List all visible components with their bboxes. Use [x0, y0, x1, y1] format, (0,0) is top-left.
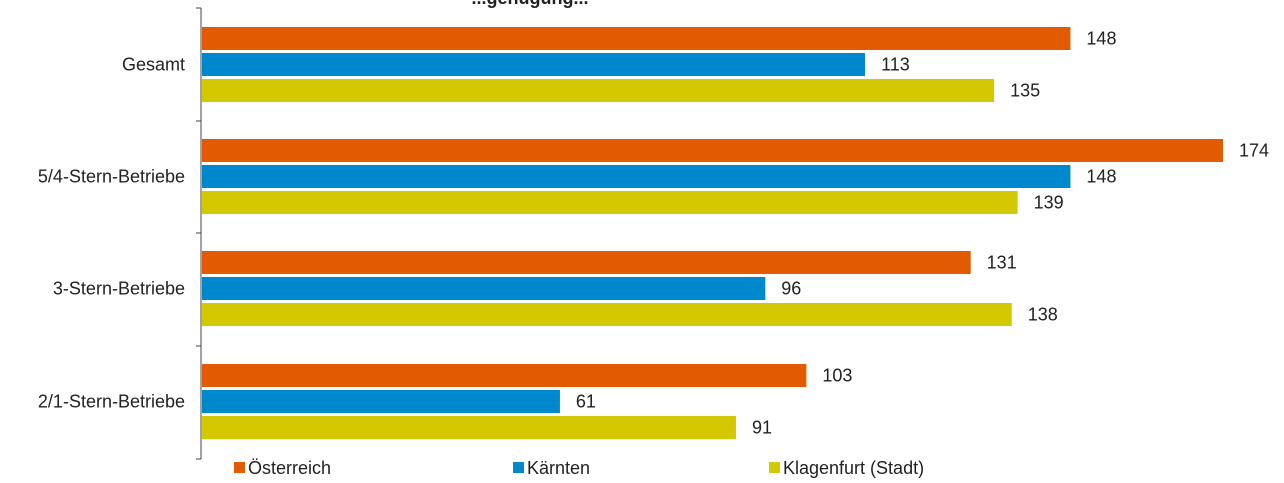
value-labels: 148 113 135 174 148 139 131 96 138 103 61 91: [576, 29, 1269, 438]
legend-swatch: [769, 462, 780, 473]
value-label: 96: [781, 279, 801, 299]
legend-swatch: [513, 462, 524, 473]
value-label: 138: [1028, 305, 1058, 325]
legend-label: Klagenfurt (Stadt): [783, 458, 924, 478]
value-label: 91: [752, 418, 772, 438]
bar: [202, 139, 1223, 162]
legend-label: Österreich: [248, 458, 331, 478]
bars: [202, 27, 1223, 439]
value-label: 148: [1086, 29, 1116, 49]
value-label: 148: [1086, 167, 1116, 187]
category-label: 2/1-Stern-Betriebe: [38, 392, 185, 412]
bar: [202, 277, 766, 300]
bar: [202, 416, 736, 439]
legend-label: Kärnten: [527, 458, 590, 478]
bar: [202, 191, 1018, 214]
value-label: 61: [576, 392, 596, 412]
category-label: Gesamt: [122, 55, 185, 75]
value-label: 131: [987, 253, 1017, 273]
chart-title: ...genügung...: [472, 0, 589, 8]
bar: [202, 27, 1071, 50]
category-label: 3-Stern-Betriebe: [53, 279, 185, 299]
value-label: 139: [1034, 193, 1064, 213]
legend: Österreich Kärnten Klagenfurt (Stadt): [234, 458, 924, 478]
bar: [202, 53, 866, 76]
bar: [202, 390, 560, 413]
bar: [202, 364, 807, 387]
bar: [202, 79, 995, 102]
bar: [202, 165, 1071, 188]
value-label: 135: [1010, 81, 1040, 101]
bar: [202, 303, 1012, 326]
value-label: 174: [1239, 141, 1269, 161]
legend-swatch: [234, 462, 245, 473]
value-label: 113: [881, 55, 910, 75]
category-label: 5/4-Stern-Betriebe: [38, 167, 185, 187]
y-axis-ticks: [196, 7, 201, 460]
bar: [202, 251, 971, 274]
value-label: 103: [822, 366, 852, 386]
category-labels: Gesamt 5/4-Stern-Betriebe 3-Stern-Betriebe…: [38, 55, 185, 412]
